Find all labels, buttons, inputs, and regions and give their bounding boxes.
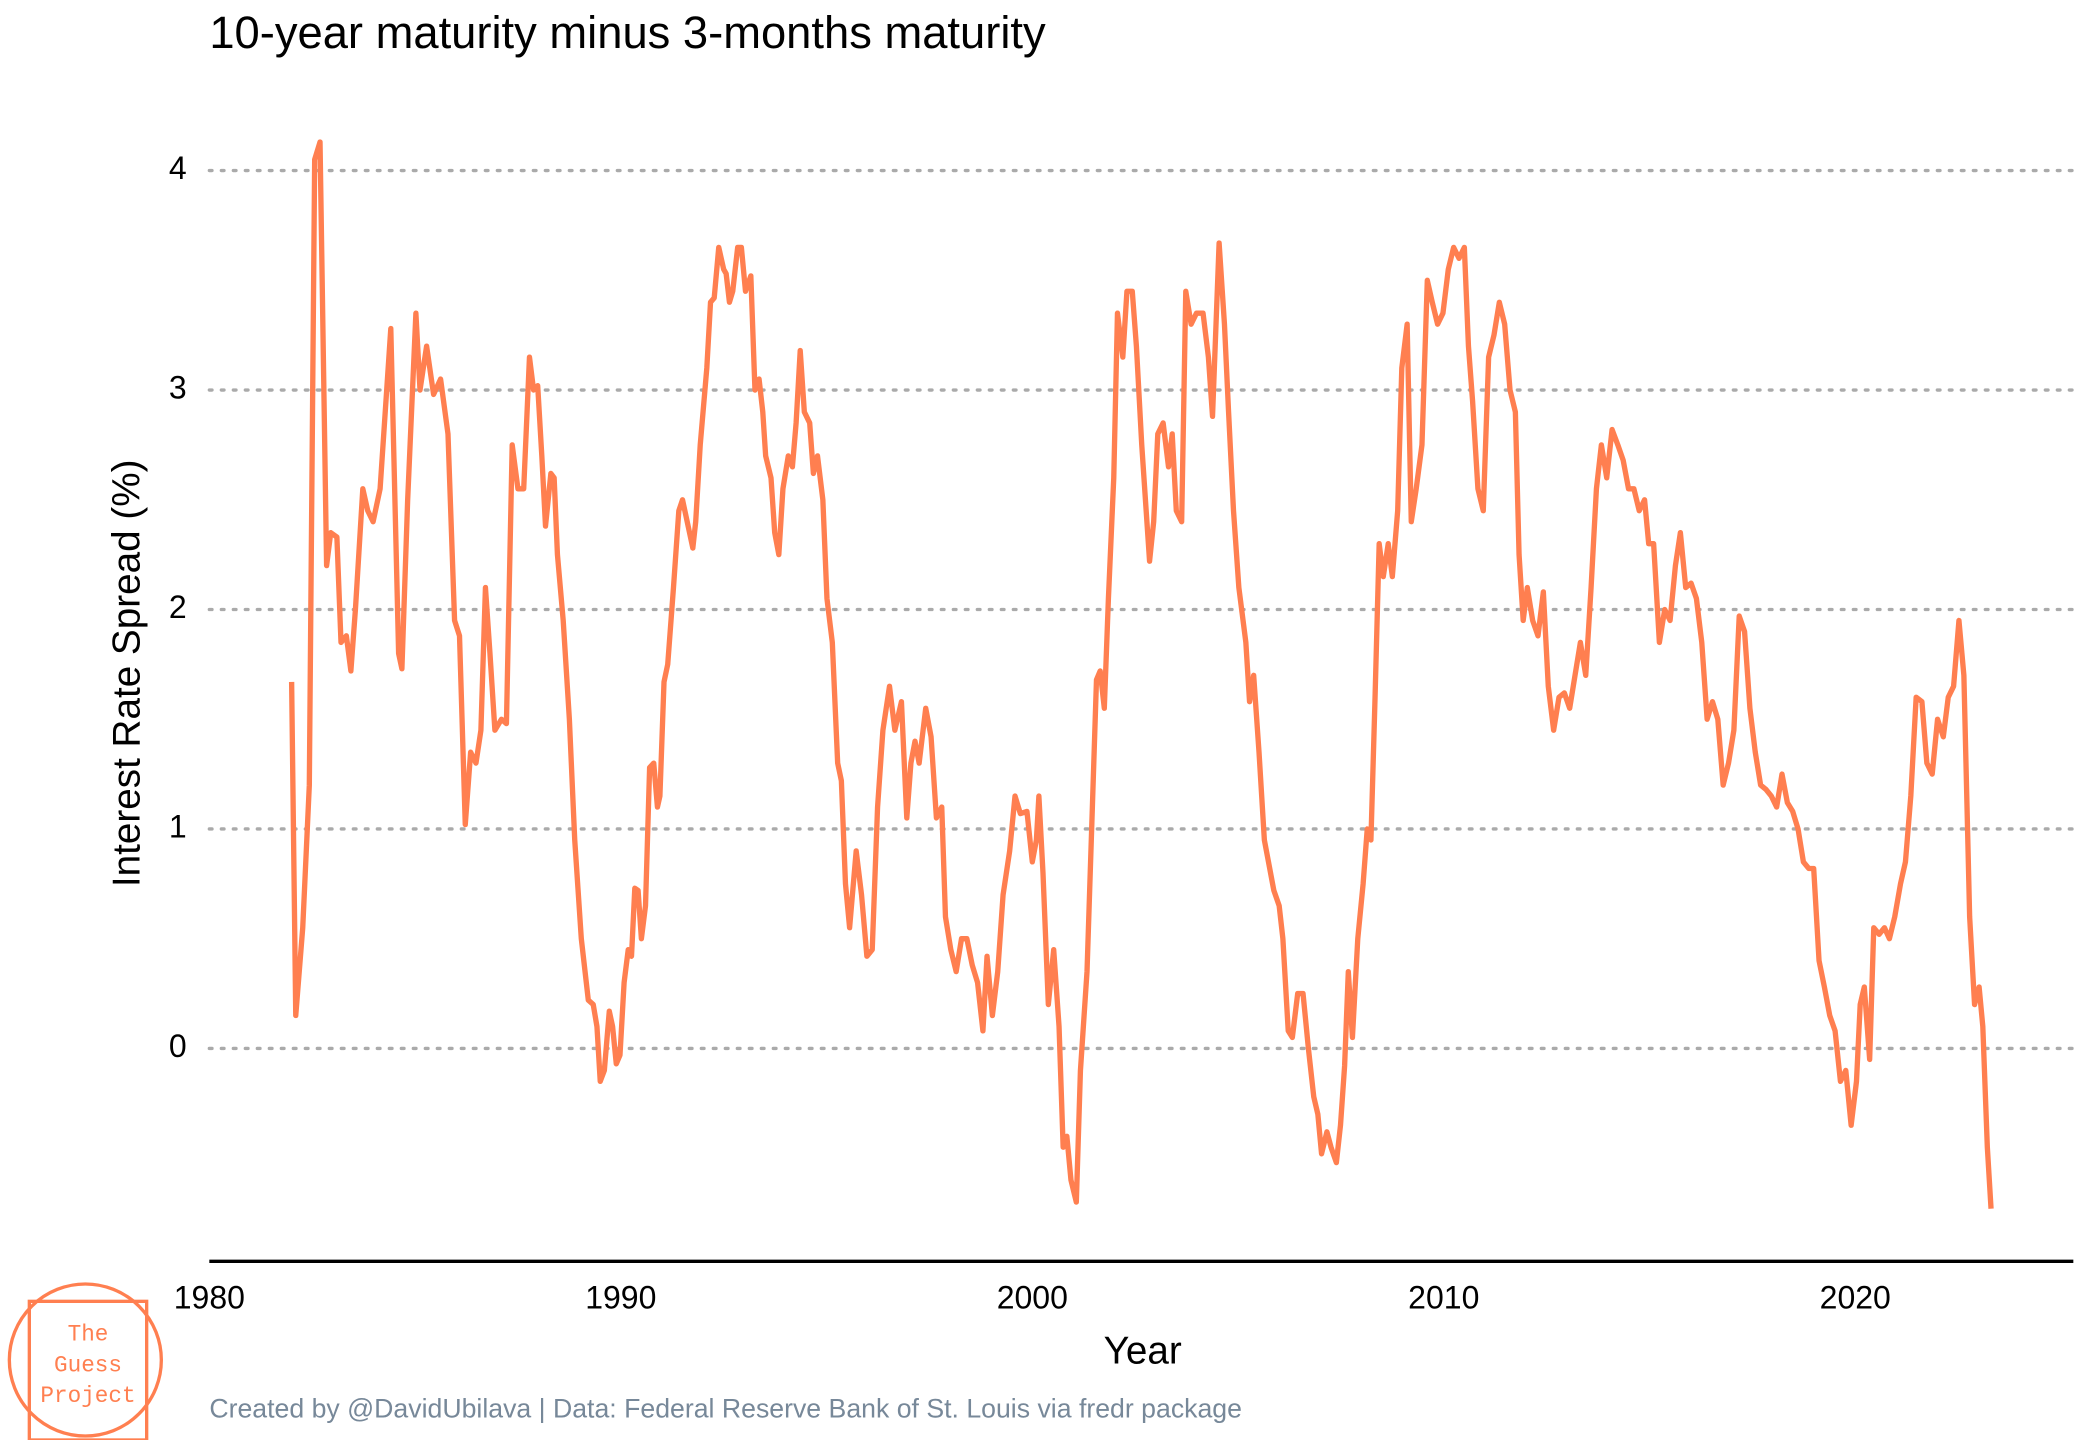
logo-text: The — [68, 1322, 109, 1348]
data-line — [288, 139, 1994, 1209]
y-tick-label: 0 — [169, 1028, 187, 1064]
x-tick-label: 2000 — [997, 1279, 1068, 1315]
logo-circle — [7, 1282, 163, 1438]
caption: Created by @DavidUbilava | Data: Federal… — [209, 1394, 1242, 1424]
y-tick-label: 2 — [169, 589, 187, 625]
x-axis-title: Year — [1104, 1330, 1182, 1373]
logo-frame — [27, 1299, 149, 1440]
y-axis-title: Interest Rate Spread (%) — [106, 460, 149, 888]
logo-text: Guess — [54, 1352, 122, 1378]
y-tick-label: 1 — [169, 808, 187, 844]
x-tick-label: 1980 — [174, 1279, 245, 1315]
x-tick-label: 2020 — [1820, 1279, 1891, 1315]
x-tick-label: 1990 — [585, 1279, 656, 1315]
logo: The Guess Project — [7, 1282, 163, 1440]
y-tick-label: 4 — [169, 150, 187, 186]
y-tick-label: 3 — [169, 369, 187, 405]
chart-title: 10-year maturity minus 3-months maturity — [209, 7, 1046, 58]
logo-text: Project — [40, 1383, 135, 1409]
x-tick-label: 2010 — [1408, 1279, 1479, 1315]
